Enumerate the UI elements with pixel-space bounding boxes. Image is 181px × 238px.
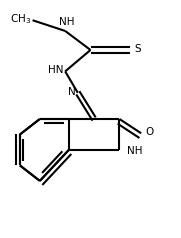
Text: O: O	[146, 127, 154, 137]
Text: HN: HN	[48, 65, 63, 75]
Text: N: N	[68, 87, 76, 97]
Text: NH: NH	[59, 17, 75, 27]
Text: S: S	[135, 44, 142, 54]
Text: NH: NH	[127, 146, 142, 156]
Text: CH$_3$: CH$_3$	[10, 12, 31, 26]
